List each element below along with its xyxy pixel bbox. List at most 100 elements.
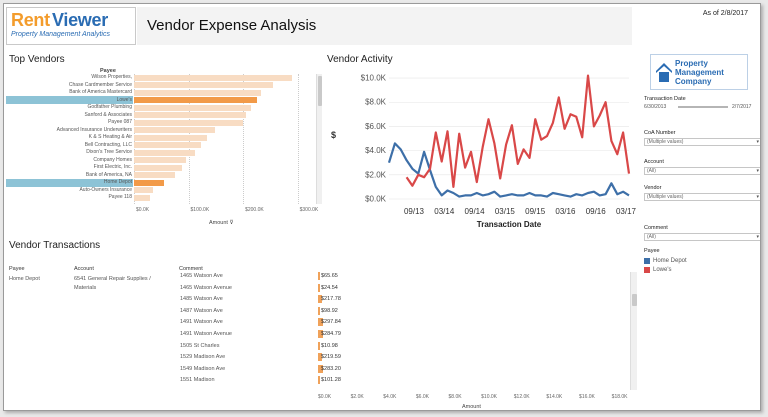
vendor-activity-chart: $0.0K $2.0K $4.0K $6.0K $8.0K $10.0K $09/13 03/… [331,74,637,229]
company-logo: Property Management Company [650,54,748,90]
vendor-label[interactable]: Lowe's [116,96,132,103]
vendor-label[interactable]: Wilson Properties, [91,74,132,80]
vendor-bar[interactable] [134,149,196,156]
vendor-label[interactable]: Auto-Owners Insurance [79,186,132,193]
y-tick-label: $8.0K [365,98,387,107]
comment-dropdown[interactable]: (All) ▾ [644,233,760,241]
vendor-label[interactable]: Bell Contracting, LLC [84,141,132,148]
payee-column-header: Payee [100,68,116,74]
vendor-bar[interactable] [134,97,257,103]
legend-label-home-depot[interactable]: Home Depot [653,258,687,264]
top-vendors-scrollbar[interactable] [316,74,322,204]
vendor-label: Vendor [644,185,662,191]
vendor-bar[interactable] [134,157,186,163]
vendor-label[interactable]: Bank of America, NA [85,171,132,178]
date-range-slider[interactable] [678,106,728,108]
transactions-table: 1465 Watson Ave $65.65 1465 Watson Avenue $… [174,272,634,392]
tx-amount-bar[interactable] [318,353,322,362]
chevron-down-icon: ▾ [756,139,759,145]
vendor-label[interactable]: Chase Cardmember Service [68,81,132,88]
top-vendors-chart: Wilson Properties, Chase Cardmember Servi… [4,74,324,204]
tx-account-line2: Materials [74,285,97,291]
tx-amount-bar[interactable] [318,306,320,315]
x-tick-label: 03/14 [434,207,455,216]
tx-amount-bar[interactable] [318,364,323,373]
vendor-bar[interactable] [134,119,244,126]
x-tick-label: 09/13 [404,207,425,216]
y-tick-label: $0.0K [365,195,387,204]
tx-comment: 1505 St Charles [180,342,220,349]
vendor-label[interactable]: Company Homes [93,156,132,163]
vendor-label[interactable]: Dixon's Tree Service [86,149,132,155]
vendor-label[interactable]: Bank of America Mastercard [69,89,132,95]
vendor-label[interactable]: Payee 087 [108,119,132,125]
axis-tick-label: $200.0K [245,207,264,213]
vendor-label[interactable]: First Electric, Inc. [93,164,132,170]
series-line [387,142,630,198]
tx-amount-bar[interactable] [318,318,323,327]
x-tick-label: 09/14 [465,207,486,216]
tx-header-account: Account [74,266,94,272]
vendor-bar[interactable] [134,104,252,111]
vendor-label[interactable]: K & S Heating & Air [88,134,132,140]
vendor-transactions-title: Vendor Transactions [9,240,101,251]
vendor-bar[interactable] [134,82,274,88]
vendor-bar[interactable] [134,194,151,201]
company-name-line3: Company [675,77,712,86]
account-label: Account [644,159,664,165]
vendor-bar[interactable] [134,134,207,141]
tx-comment: 1551 Madison [180,377,215,384]
top-vendors-axis: $0.0K $100.0K $200.0K $300.0K [134,207,318,217]
date-start[interactable]: 6/30/2013 [644,104,667,110]
tx-amount-bar[interactable] [318,341,320,350]
tx-amount-bar[interactable] [318,295,322,304]
tx-payee-value: Home Depot [9,276,40,282]
x-tick-label: 03/16 [555,207,576,216]
dashboard-frame: Rent Viewer Property Management Analytic… [3,3,761,411]
axis-tick-label: $10.0K [481,394,498,400]
tx-amount: $219.59 [321,354,341,361]
vendor-bar[interactable] [134,112,246,118]
transaction-date-label: Transaction Date [644,96,686,102]
grid-line [243,74,245,204]
vendor-label[interactable]: Advanced Insurance Underwriters [56,126,132,133]
vendor-label[interactable]: Godfather Plumbing [87,104,132,110]
vendor-label[interactable]: Sanford & Associates [84,111,132,118]
account-dropdown[interactable]: (All) ▾ [644,167,760,175]
vendor-bar[interactable] [134,187,154,193]
transactions-scroll-thumb[interactable] [632,294,637,306]
tx-amount-bar[interactable] [318,330,323,338]
tx-amount: $284.79 [321,331,341,337]
legend-label-lowes[interactable]: Lowe's [653,267,672,273]
axis-tick-label: $16.0K [579,394,595,400]
coa-number-dropdown[interactable]: (Multiple values) ▾ [644,138,760,146]
company-name-line1: Property [675,59,708,68]
tx-amount-bar[interactable] [318,283,320,292]
vendor-bar[interactable] [134,89,261,96]
grid-line [297,74,299,204]
vendor-label[interactable]: Payee 118 [108,194,132,200]
top-vendors-scroll-thumb[interactable] [318,76,322,106]
axis-tick-label: $0.0K [136,207,150,213]
vendor-bar[interactable] [134,172,175,178]
date-end[interactable]: 2/7/2017 [732,104,752,110]
axis-tick-label: $12.0K [513,394,530,400]
axis-tick-label: $14.0K [546,394,563,400]
selected-row-highlight [6,178,133,187]
vendor-bar[interactable] [134,164,182,171]
vendor-label[interactable]: Home Depot [103,179,132,185]
tx-amount-bar[interactable] [318,272,320,280]
transaction-date-range[interactable]: 6/30/2013 2/7/2017 [644,104,760,112]
vendor-dropdown[interactable]: (Multiple values) ▾ [644,193,760,201]
axis-filter-icon[interactable]: ⊽ [229,220,234,226]
vendor-bar[interactable] [134,142,201,148]
x-axis-label: Transaction Date [477,220,542,229]
company-name-line2: Management [675,68,724,77]
vendor-bar[interactable] [134,179,164,186]
tx-amount-bar[interactable] [318,376,320,385]
transactions-scrollbar[interactable] [630,272,637,390]
payee-legend-title: Payee [644,248,660,254]
vendor-bar[interactable] [134,74,293,81]
vendor-bar[interactable] [134,127,215,133]
transactions-axis-label: Amount [462,404,481,410]
